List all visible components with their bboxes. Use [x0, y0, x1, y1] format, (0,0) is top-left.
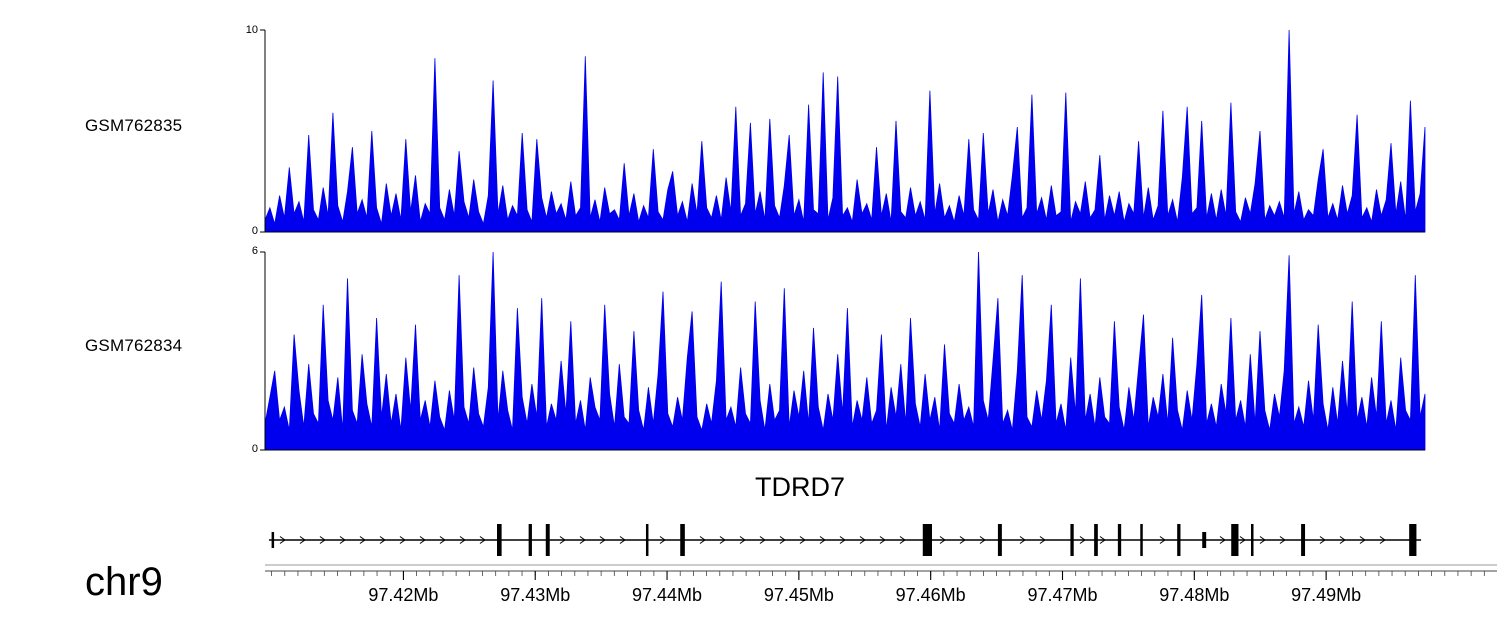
strand-arrow-icon	[1319, 536, 1326, 544]
strand-arrow-icon	[739, 536, 746, 544]
strand-arrow-icon	[699, 536, 706, 544]
chromosome-label: chr9	[85, 560, 163, 604]
strand-arrow-icon	[659, 536, 666, 544]
strand-arrow-icon	[819, 536, 826, 544]
exon-box	[1231, 524, 1239, 556]
strand-arrow-icon	[619, 536, 626, 544]
strand-arrow-icon	[959, 536, 966, 544]
track1-ymax-label: 10	[245, 24, 258, 36]
exon-box	[1094, 524, 1098, 556]
strand-arrow-icon	[1079, 536, 1086, 544]
exon-box	[1202, 532, 1207, 548]
exon-box	[271, 532, 275, 548]
strand-arrow-icon	[339, 536, 346, 544]
genome-axis-labels: 97.42Mb 97.43Mb 97.44Mb 97.45Mb 97.46Mb 97.47…	[0, 585, 1500, 613]
axis-tick-label: 97.49Mb	[1291, 585, 1362, 605]
track2-ymin-label: 0	[251, 443, 258, 455]
strand-arrow-icon	[879, 536, 886, 544]
strand-arrow-icon	[459, 536, 466, 544]
exon-box	[1070, 524, 1074, 556]
exon-box	[645, 524, 649, 556]
strand-arrow-icon	[1279, 536, 1286, 544]
strand-arrow-icon	[1219, 536, 1226, 544]
signal-area-GSM762835	[264, 29, 1426, 233]
exon-box	[1177, 524, 1181, 556]
axis-tick-label: 97.42Mb	[368, 585, 439, 605]
exon-box	[680, 524, 685, 556]
strand-arrow-icon	[299, 536, 306, 544]
exon-box	[545, 524, 550, 556]
strand-arrow-icon	[1339, 536, 1346, 544]
strand-arrow-icon	[979, 536, 986, 544]
strand-arrow-icon	[1379, 536, 1386, 544]
strand-arrow-icon	[719, 536, 726, 544]
exon-box	[497, 524, 502, 556]
strand-arrow-icon	[359, 536, 366, 544]
axis-tick-label: 97.48Mb	[1159, 585, 1230, 605]
signal-area-GSM762834	[264, 251, 1426, 451]
strand-arrow-icon	[779, 536, 786, 544]
track-label-gsm762835: GSM762835	[85, 116, 183, 135]
exon-box	[1251, 524, 1254, 556]
strand-arrow-icon	[1159, 536, 1166, 544]
exon-box	[528, 524, 532, 556]
strand-arrow-icon	[279, 536, 286, 544]
strand-arrow-icon	[319, 536, 326, 544]
strand-arrow-icon	[1039, 536, 1046, 544]
strand-arrow-icon	[1019, 536, 1026, 544]
strand-arrow-icon	[1099, 536, 1106, 544]
track2-ymax-label: 6	[251, 245, 258, 257]
exon-box	[1409, 524, 1417, 556]
strand-arrow-icon	[399, 536, 406, 544]
axis-tick-label: 97.46Mb	[895, 585, 966, 605]
axis-tick-label: 97.44Mb	[632, 585, 703, 605]
strand-arrow-icon	[579, 536, 586, 544]
strand-arrow-icon	[479, 536, 486, 544]
strand-arrow-icon	[839, 536, 846, 544]
axis-tick-label: 97.47Mb	[1027, 585, 1098, 605]
track1-ymin-label: 0	[251, 225, 258, 237]
strand-arrow-icon	[599, 536, 606, 544]
strand-arrow-icon	[1259, 536, 1266, 544]
strand-arrow-icon	[439, 536, 446, 544]
strand-arrow-icon	[1359, 536, 1366, 544]
track-label-gsm762834: GSM762834	[85, 336, 183, 355]
strand-arrow-icon	[559, 536, 566, 544]
exon-box	[1117, 524, 1122, 556]
exon-box	[1301, 524, 1306, 556]
gene-name-title: TDRD7	[754, 472, 845, 502]
exon-box	[997, 524, 1002, 556]
axis-tick-label: 97.43Mb	[500, 585, 571, 605]
strand-arrow-icon	[939, 536, 946, 544]
strand-arrow-icon	[799, 536, 806, 544]
strand-arrow-icon	[899, 536, 906, 544]
axis-tick-label: 97.45Mb	[763, 585, 834, 605]
exon-box	[1140, 524, 1143, 556]
strand-arrow-icon	[859, 536, 866, 544]
strand-arrow-icon	[1239, 536, 1246, 544]
strand-arrow-icon	[379, 536, 386, 544]
strand-arrow-icon	[419, 536, 426, 544]
strand-arrow-icon	[759, 536, 766, 544]
exon-box	[922, 524, 932, 556]
